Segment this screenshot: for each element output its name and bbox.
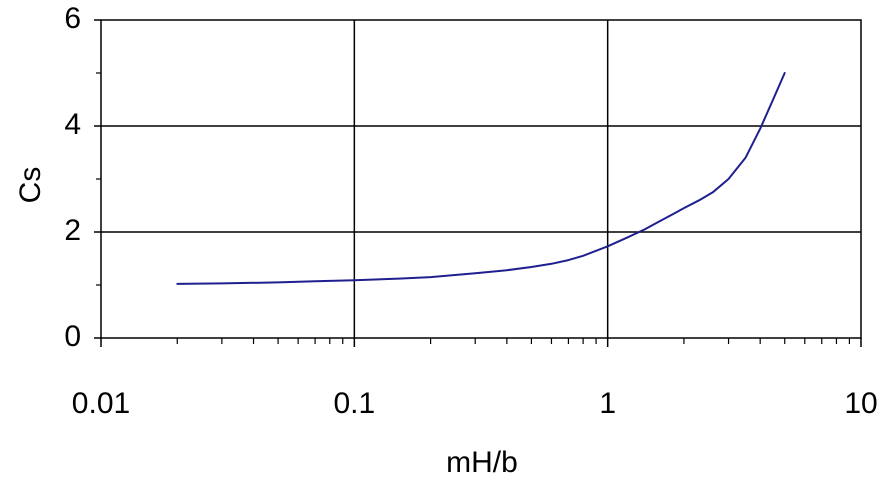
x-tick-labels: 0.01 0.1 1 10 bbox=[72, 387, 878, 420]
x-axis-title: mH/b bbox=[446, 446, 518, 479]
x-tick-label: 1 bbox=[599, 387, 616, 420]
y-tick-label: 6 bbox=[64, 2, 81, 35]
y-tick-labels: 0 2 4 6 bbox=[64, 2, 81, 353]
grid-lines bbox=[94, 19, 862, 347]
y-axis-title: Cs bbox=[14, 167, 47, 204]
x-tick-label: 10 bbox=[844, 387, 877, 420]
x-tick-label: 0.01 bbox=[72, 387, 130, 420]
y-tick-label: 2 bbox=[64, 214, 81, 247]
x-tick-label: 0.1 bbox=[333, 387, 375, 420]
y-tick-label: 4 bbox=[64, 108, 81, 141]
series-line bbox=[176, 72, 786, 285]
y-tick-label: 0 bbox=[64, 320, 81, 353]
series-layer bbox=[176, 72, 786, 285]
minor-ticks bbox=[96, 72, 851, 344]
